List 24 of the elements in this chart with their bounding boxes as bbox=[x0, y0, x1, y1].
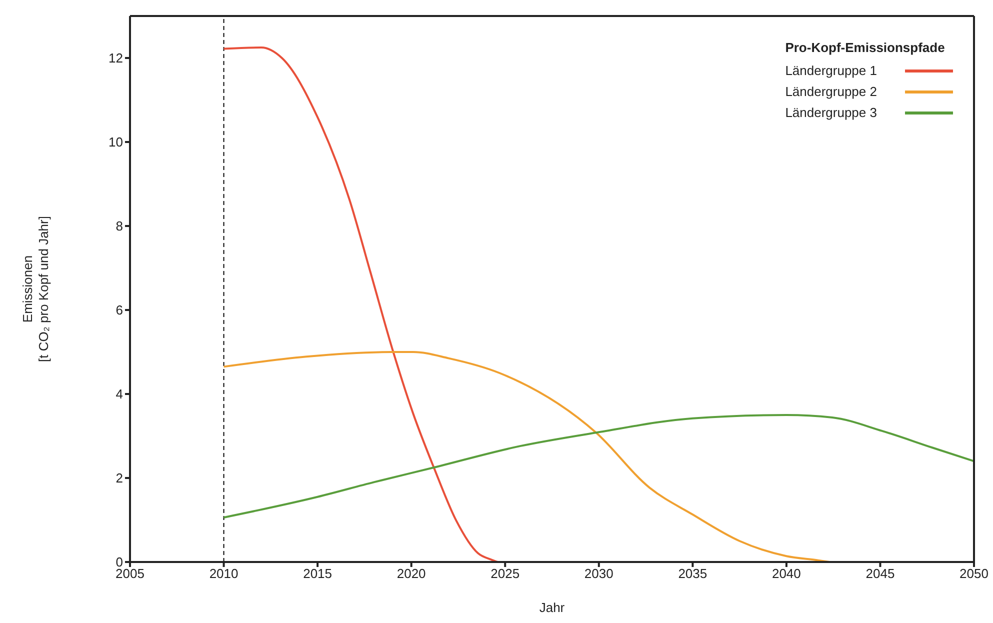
line-series bbox=[222, 351, 831, 562]
y-axis-title: Emissionen [t CO₂ pro Kopf und Jahr] bbox=[20, 216, 51, 362]
x-tick-label: 2030 bbox=[584, 566, 614, 582]
y-tick-label: 6 bbox=[116, 302, 123, 318]
line-series bbox=[222, 46, 499, 562]
y-tick-label: 8 bbox=[116, 218, 123, 234]
legend-label: Ländergruppe 1 bbox=[785, 63, 877, 78]
y-tick-label: 10 bbox=[108, 134, 123, 150]
x-tick-label: 2010 bbox=[209, 566, 238, 582]
x-tick-label: 2035 bbox=[678, 566, 708, 582]
legend-label: Ländergruppe 3 bbox=[785, 105, 877, 120]
x-tick-label: 2045 bbox=[866, 566, 895, 582]
legend-title: Pro-Kopf-Emissionspfade bbox=[785, 40, 946, 55]
x-tick-label: 2020 bbox=[396, 566, 426, 582]
x-tick-label: 2040 bbox=[772, 566, 801, 582]
y-tick-label: 2 bbox=[116, 470, 123, 486]
line-series bbox=[222, 414, 974, 518]
x-tick-label: 2015 bbox=[303, 566, 332, 582]
x-tick-label: 2025 bbox=[490, 566, 520, 582]
legend-label: Ländergruppe 2 bbox=[785, 84, 877, 99]
y-tick-label: 4 bbox=[116, 386, 123, 402]
y-tick-label: 12 bbox=[108, 50, 123, 66]
x-axis-title: Jahr bbox=[539, 600, 566, 615]
x-tick-label: 2050 bbox=[960, 566, 988, 582]
